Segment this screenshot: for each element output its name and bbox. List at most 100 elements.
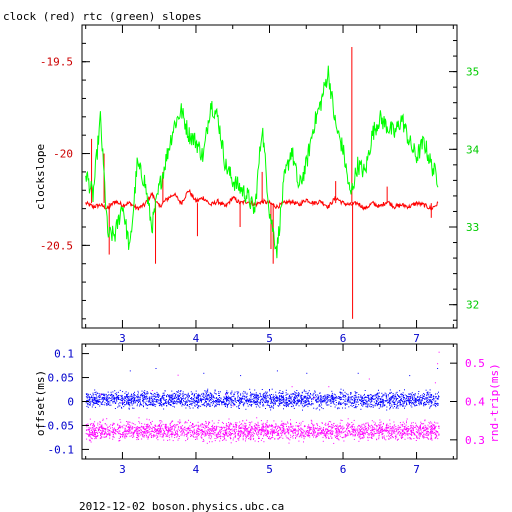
scatter-point [224, 398, 226, 400]
scatter-point [174, 427, 176, 429]
scatter-point [332, 426, 333, 428]
scatter-point [308, 401, 310, 403]
scatter-point [238, 439, 240, 441]
scatter-point [306, 404, 308, 406]
scatter-point [124, 400, 126, 402]
scatter-point [243, 432, 244, 434]
scatter-point [143, 426, 145, 428]
scatter-point [308, 403, 310, 405]
scatter-point [362, 400, 364, 401]
scatter-point [350, 426, 352, 428]
scatter-point [309, 397, 310, 399]
scatter-point [327, 400, 329, 402]
scatter-point [420, 434, 421, 436]
scatter-point [415, 401, 417, 403]
scatter-point [153, 434, 155, 436]
scatter-point [366, 430, 368, 432]
scatter-point [367, 433, 369, 435]
scatter-point [254, 402, 256, 404]
scatter-point [300, 430, 302, 432]
scatter-point [218, 391, 220, 393]
scatter-point [148, 401, 150, 403]
scatter-point [89, 436, 91, 438]
scatter-point [396, 406, 398, 408]
scatter-point [389, 426, 391, 428]
scatter-point [380, 401, 382, 403]
scatter-point [260, 428, 262, 430]
scatter-point [118, 428, 119, 430]
scatter-point [176, 397, 178, 398]
scatter-point [429, 389, 431, 391]
scatter-point [102, 419, 104, 421]
scatter-point [328, 394, 330, 396]
scatter-point [257, 427, 259, 429]
scatter-point [283, 430, 285, 432]
scatter-point [185, 429, 187, 431]
scatter-point [170, 429, 172, 431]
scatter-point [119, 427, 121, 429]
scatter-point [266, 393, 268, 395]
scatter-point [430, 425, 432, 427]
scatter-point [312, 394, 314, 396]
scatter-point [128, 400, 130, 402]
scatter-point [129, 396, 131, 398]
scatter-point [238, 391, 240, 393]
scatter-point [280, 392, 282, 394]
scatter-point [299, 435, 301, 437]
scatter-point [309, 429, 310, 431]
scatter-point [262, 405, 264, 407]
scatter-point [390, 398, 392, 400]
scatter-point [429, 432, 431, 434]
scatter-point [221, 404, 223, 406]
scatter-point [167, 435, 169, 437]
scatter-point [220, 427, 222, 429]
scatter-point [296, 397, 298, 399]
scatter-point [300, 400, 302, 402]
scatter-outlier [409, 375, 411, 377]
scatter-point [218, 402, 220, 404]
scatter-point [268, 424, 270, 426]
scatter-point [221, 402, 222, 404]
scatter-point [269, 397, 271, 399]
scatter-point [261, 400, 263, 402]
scatter-point [146, 436, 148, 438]
scatter-point [106, 400, 107, 402]
scatter-point [218, 400, 220, 402]
scatter-point [256, 397, 257, 399]
scatter-point [265, 391, 267, 393]
scatter-point [252, 433, 254, 435]
scatter-point [230, 402, 232, 404]
scatter-point [363, 423, 365, 425]
scatter-point [192, 398, 194, 399]
scatter-point [199, 425, 201, 427]
scatter-point [183, 435, 185, 437]
scatter-point [321, 398, 323, 400]
scatter-point [148, 431, 150, 433]
scatter-point [182, 393, 184, 395]
scatter-point [317, 432, 319, 434]
scatter-point [102, 426, 104, 428]
scatter-point [128, 427, 130, 429]
scatter-point [395, 396, 397, 398]
scatter-point [119, 399, 121, 400]
scatter-point [169, 423, 171, 425]
scatter-point [358, 440, 360, 442]
scatter-point [406, 433, 408, 435]
scatter-point [301, 399, 303, 401]
scatter-point [392, 394, 394, 396]
scatter-point [252, 393, 254, 395]
scatter-point [393, 429, 395, 431]
scatter-point [204, 428, 206, 430]
scatter-point [179, 391, 181, 393]
scatter-point [361, 423, 363, 425]
scatter-point [404, 401, 406, 403]
scatter-point [272, 429, 274, 431]
scatter-point [306, 399, 308, 401]
scatter-point [98, 395, 100, 397]
scatter-point [202, 399, 204, 400]
scatter-point [104, 427, 106, 429]
scatter-point [365, 422, 367, 424]
scatter-point [404, 402, 405, 404]
scatter-point [341, 430, 343, 432]
scatter-point [256, 396, 258, 398]
